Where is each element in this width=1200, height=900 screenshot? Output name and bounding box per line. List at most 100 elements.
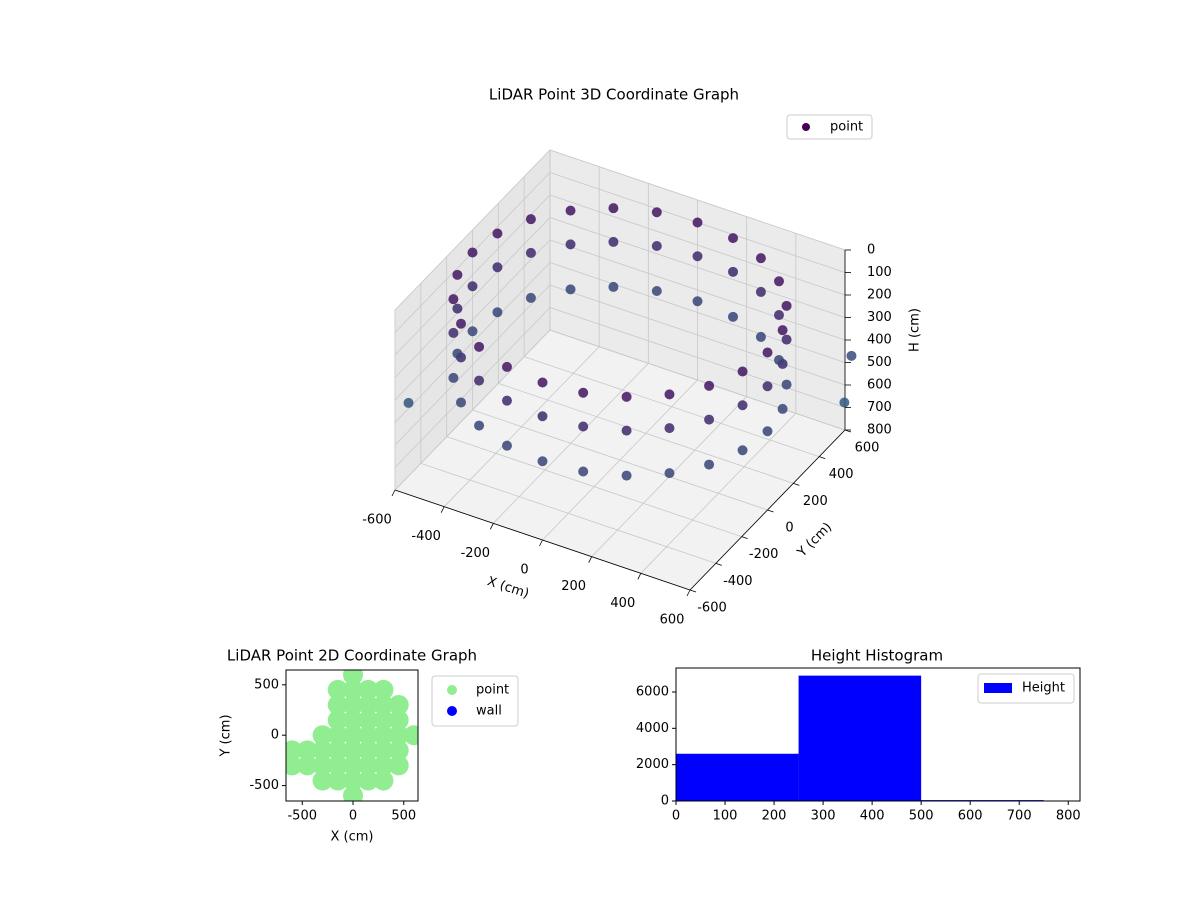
z-tick-label: 300 [867,310,892,325]
x-tick-label: 0 [520,563,528,578]
point [608,203,619,214]
point [728,233,739,244]
point [781,334,792,345]
grid-line [394,284,551,446]
point [578,466,589,477]
x-axis-label: X (cm) [331,830,374,845]
point [565,239,576,250]
point [492,307,503,318]
point [358,770,379,791]
point [501,440,512,451]
x-tick-label: -600 [362,513,392,528]
point [781,300,792,311]
point [448,327,459,338]
point [452,269,463,280]
grid-line [394,329,551,491]
grid-line [549,149,846,251]
y-tick-label: 4000 [636,721,669,736]
point [343,755,364,776]
point [846,350,857,361]
plot-area [286,670,418,801]
y-tick-label: -400 [723,574,753,589]
point [358,740,379,761]
point [373,770,394,791]
grid-line [446,436,742,538]
point [358,694,379,715]
point [286,740,303,761]
legend-label: point [830,120,863,135]
legend-box [977,673,1075,704]
bar [798,675,922,801]
y-axis-line [689,429,846,591]
point [737,445,748,456]
point [452,303,463,314]
x-axis-line [394,489,691,591]
point [388,755,409,776]
x-tick-label: 700 [1007,809,1032,824]
y-tick-label: 0 [271,728,279,743]
bar [676,753,799,801]
legend-marker [447,685,457,695]
point [312,740,333,761]
tick-mark [686,589,691,597]
z-tick-label: 400 [867,333,892,348]
point [343,710,364,731]
point [312,755,333,776]
grid-line [394,307,551,468]
point [755,253,766,264]
grid-line [394,149,551,311]
point [448,372,459,383]
chart-title: Height Histogram [811,647,943,665]
point [327,679,348,700]
point [525,247,536,258]
axes-frame [675,667,1081,802]
grid-line [394,239,551,401]
point [621,470,632,481]
point [704,459,715,470]
point [474,341,485,352]
point [327,710,348,731]
point [704,414,715,425]
point [452,348,463,359]
axes-frame [285,669,419,802]
point [621,425,632,436]
point [388,725,409,746]
point [762,347,773,358]
z-tick-label: 100 [867,265,892,280]
z-tick-label: 500 [867,355,892,370]
point [578,387,589,398]
point [343,770,364,791]
point [737,400,748,411]
point [537,377,548,388]
z-tick-label: 0 [867,243,875,258]
point [692,217,703,228]
grid-line [420,462,716,564]
y-tick-label: -200 [749,547,779,562]
point [737,366,748,377]
point [474,420,485,431]
x-tick-label: -400 [411,529,441,544]
point [358,725,379,746]
grid-line [549,284,846,386]
y-tick-label: 2000 [636,757,669,772]
x-tick-label: 800 [1056,809,1081,824]
point [777,403,788,414]
grid-line [549,307,846,408]
point [312,770,333,791]
x-tick-label: 200 [561,579,586,594]
y-tick-label: 200 [803,494,828,509]
tick-mark [637,573,642,580]
point [467,326,478,337]
point [327,725,348,746]
y-tick-label: -500 [249,778,279,793]
x-tick-label: 200 [762,809,787,824]
point [692,296,703,307]
tick-mark [489,523,494,530]
point [755,286,766,297]
point [373,710,394,731]
point [456,318,466,329]
tick-mark [793,482,800,486]
y-tick-label: 0 [661,794,669,809]
point [388,740,409,761]
